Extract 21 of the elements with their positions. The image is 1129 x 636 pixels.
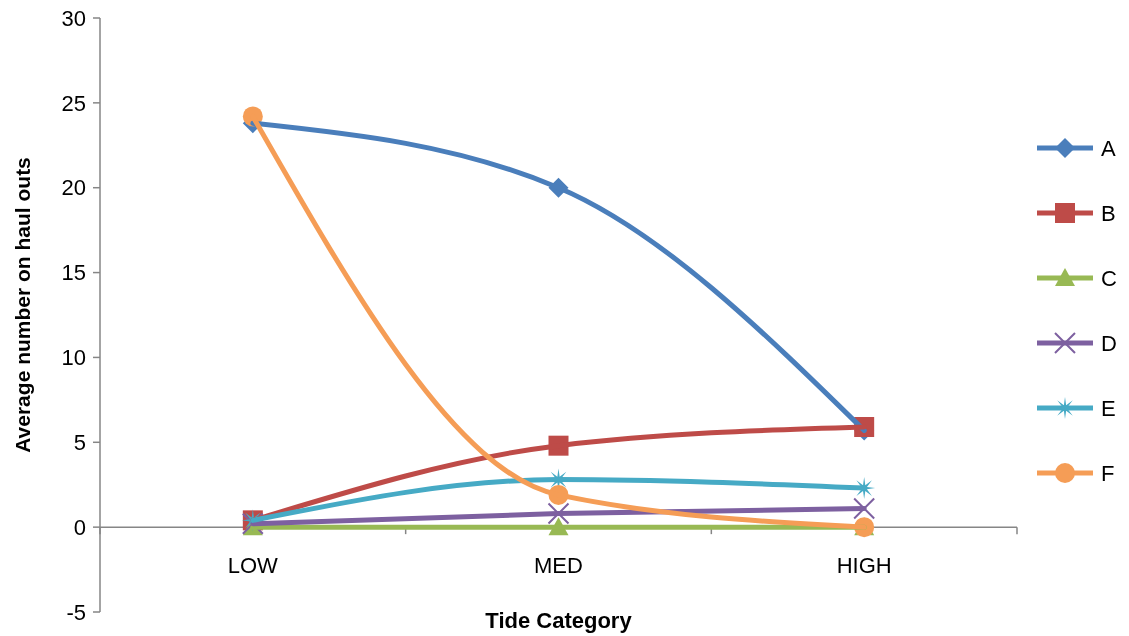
y-tick-label: 15: [61, 260, 86, 286]
legend-label: B: [1101, 200, 1116, 226]
y-tick-label: -5: [66, 599, 86, 625]
y-tick-label: 20: [61, 175, 86, 201]
point: [853, 497, 876, 520]
x-tick-label: HIGH: [836, 553, 892, 579]
legend-label: F: [1101, 460, 1115, 486]
x-tick-label: MED: [534, 553, 583, 579]
x-axis-title: Tide Category: [485, 608, 633, 633]
legend-label: E: [1101, 395, 1116, 421]
y-tick-label: 25: [61, 90, 86, 116]
y-tick-label: 10: [61, 345, 86, 371]
y-axis-title: Average number on haul outs: [11, 157, 34, 453]
legend-label: A: [1101, 135, 1116, 161]
x-tick-label: LOW: [227, 553, 279, 579]
legend-label: C: [1101, 265, 1117, 291]
y-tick-label: 30: [61, 5, 86, 31]
y-tick-label: 5: [73, 429, 86, 455]
legend-label: D: [1101, 330, 1117, 356]
y-tick-label: 0: [73, 514, 86, 540]
point: [547, 502, 570, 525]
